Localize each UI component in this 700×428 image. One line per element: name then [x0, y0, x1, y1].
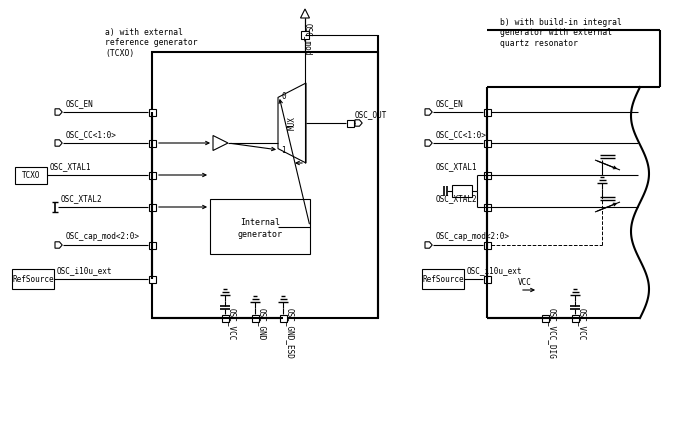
Text: generator: generator: [237, 230, 283, 239]
Text: OSC_XTAL2: OSC_XTAL2: [436, 194, 477, 203]
Bar: [452, 185, 472, 197]
Bar: [346, 119, 354, 127]
Bar: [148, 203, 155, 211]
Bar: [279, 315, 286, 321]
Polygon shape: [213, 136, 228, 151]
Polygon shape: [278, 83, 306, 163]
Bar: [571, 315, 578, 321]
Bar: [221, 315, 228, 321]
Bar: [422, 269, 464, 289]
Text: b) with build-in integral
generator with external
quartz resonator: b) with build-in integral generator with…: [500, 18, 622, 48]
Polygon shape: [425, 109, 432, 115]
Bar: [484, 109, 491, 116]
Text: VCC: VCC: [518, 278, 532, 287]
Text: OSC_OUT: OSC_OUT: [355, 110, 387, 119]
Text: MUX: MUX: [288, 116, 297, 130]
Text: OSC_i10u_ext: OSC_i10u_ext: [57, 266, 113, 275]
Text: OSC_cap_mod<2:0>: OSC_cap_mod<2:0>: [66, 232, 140, 241]
Bar: [484, 172, 491, 178]
Text: TCXO: TCXO: [22, 170, 41, 179]
Text: 1: 1: [281, 146, 286, 155]
Text: OSC_GND: OSC_GND: [257, 308, 266, 340]
Bar: [152, 52, 378, 318]
Text: OSC_mod: OSC_mod: [304, 23, 312, 55]
Polygon shape: [425, 140, 432, 146]
Text: RefSource: RefSource: [422, 274, 464, 283]
Bar: [484, 276, 491, 282]
Text: a) with external
reference generator
(TCXO): a) with external reference generator (TC…: [105, 28, 197, 58]
Bar: [15, 166, 47, 184]
Polygon shape: [55, 109, 62, 115]
Bar: [148, 276, 155, 282]
Text: OSC_i10u_ext: OSC_i10u_ext: [467, 266, 522, 275]
Text: 0: 0: [281, 92, 286, 101]
Text: OSC_VCC_DIG: OSC_VCC_DIG: [547, 308, 556, 359]
Bar: [301, 31, 309, 39]
Text: OSC_VCC: OSC_VCC: [227, 308, 236, 340]
Bar: [484, 241, 491, 249]
Text: OSC_cap_mod<2:0>: OSC_cap_mod<2:0>: [436, 232, 510, 241]
Text: OSC_XTAL1: OSC_XTAL1: [50, 162, 92, 171]
Bar: [210, 199, 310, 254]
Text: OSC_VCC: OSC_VCC: [577, 308, 586, 340]
Polygon shape: [55, 242, 62, 248]
Bar: [148, 109, 155, 116]
Bar: [251, 315, 258, 321]
Text: OSC_CC<1:0>: OSC_CC<1:0>: [66, 130, 117, 139]
Text: OSC_EN: OSC_EN: [66, 99, 94, 108]
Bar: [484, 203, 491, 211]
Bar: [148, 241, 155, 249]
Bar: [542, 315, 549, 321]
Polygon shape: [425, 242, 432, 248]
Bar: [484, 140, 491, 146]
Text: OSC_CC<1:0>: OSC_CC<1:0>: [436, 130, 487, 139]
Text: OSC_GND_ESD: OSC_GND_ESD: [285, 308, 294, 359]
Bar: [12, 269, 54, 289]
Text: OSC_XTAL2: OSC_XTAL2: [61, 194, 103, 203]
Text: Internal: Internal: [240, 218, 280, 227]
Bar: [148, 140, 155, 146]
Text: OSC_XTAL1: OSC_XTAL1: [436, 162, 477, 171]
Polygon shape: [55, 140, 62, 146]
Polygon shape: [355, 120, 362, 126]
Text: RefSource: RefSource: [12, 274, 54, 283]
Bar: [148, 172, 155, 178]
Text: OSC_EN: OSC_EN: [436, 99, 463, 108]
Polygon shape: [300, 9, 309, 18]
